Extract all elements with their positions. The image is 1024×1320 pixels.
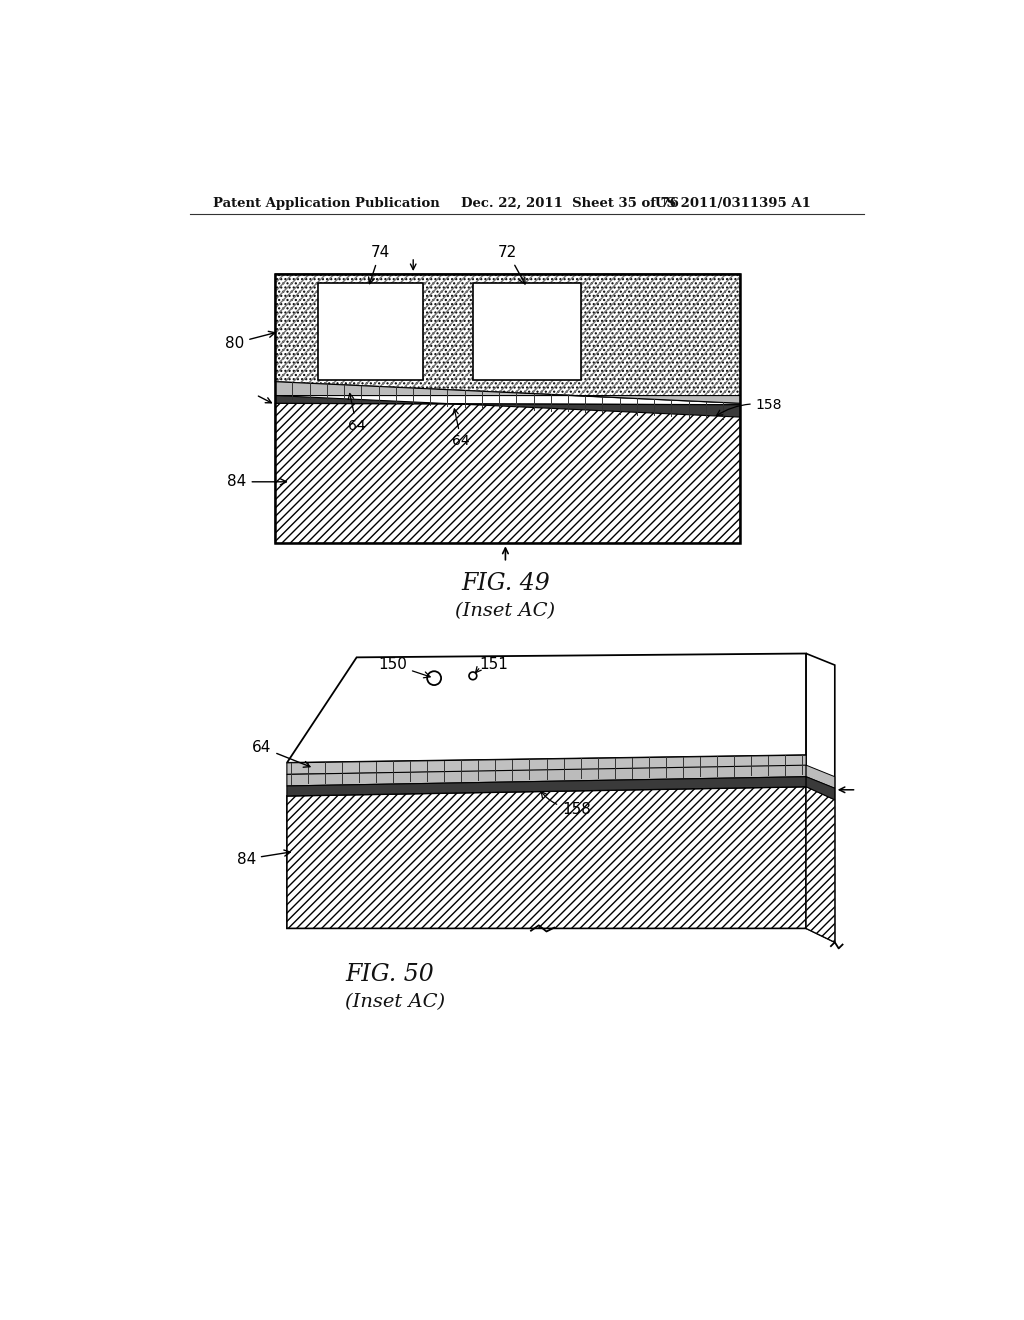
Text: 84: 84: [227, 474, 287, 490]
Text: FIG. 49: FIG. 49: [461, 572, 550, 595]
Text: 72: 72: [498, 246, 525, 284]
Text: 64: 64: [348, 393, 366, 433]
Text: 64: 64: [252, 741, 310, 767]
Polygon shape: [473, 284, 582, 380]
Text: Dec. 22, 2011  Sheet 35 of 76: Dec. 22, 2011 Sheet 35 of 76: [461, 197, 679, 210]
Text: US 2011/0311395 A1: US 2011/0311395 A1: [655, 197, 811, 210]
Polygon shape: [275, 396, 740, 417]
Circle shape: [427, 672, 441, 685]
Polygon shape: [806, 766, 835, 788]
Text: Patent Application Publication: Patent Application Publication: [213, 197, 440, 210]
Text: 150: 150: [378, 657, 430, 677]
Text: 74: 74: [369, 246, 389, 284]
Text: (Inset AC): (Inset AC): [456, 602, 555, 620]
Polygon shape: [806, 776, 835, 800]
Polygon shape: [275, 381, 740, 404]
Text: 158: 158: [542, 792, 591, 817]
Polygon shape: [275, 404, 740, 544]
Polygon shape: [287, 755, 806, 775]
Polygon shape: [287, 653, 806, 763]
Polygon shape: [317, 284, 423, 380]
Text: 84: 84: [237, 850, 291, 867]
Polygon shape: [806, 787, 835, 942]
Circle shape: [469, 672, 477, 680]
Text: 64: 64: [453, 409, 470, 447]
Text: 151: 151: [479, 657, 508, 672]
Text: FIG. 50: FIG. 50: [345, 964, 434, 986]
Polygon shape: [275, 275, 740, 404]
Text: 80: 80: [225, 331, 274, 351]
Polygon shape: [287, 766, 806, 785]
Text: 158: 158: [717, 397, 782, 416]
Text: (Inset AC): (Inset AC): [345, 994, 445, 1011]
Polygon shape: [806, 653, 835, 942]
Polygon shape: [287, 776, 806, 796]
Polygon shape: [287, 787, 806, 928]
